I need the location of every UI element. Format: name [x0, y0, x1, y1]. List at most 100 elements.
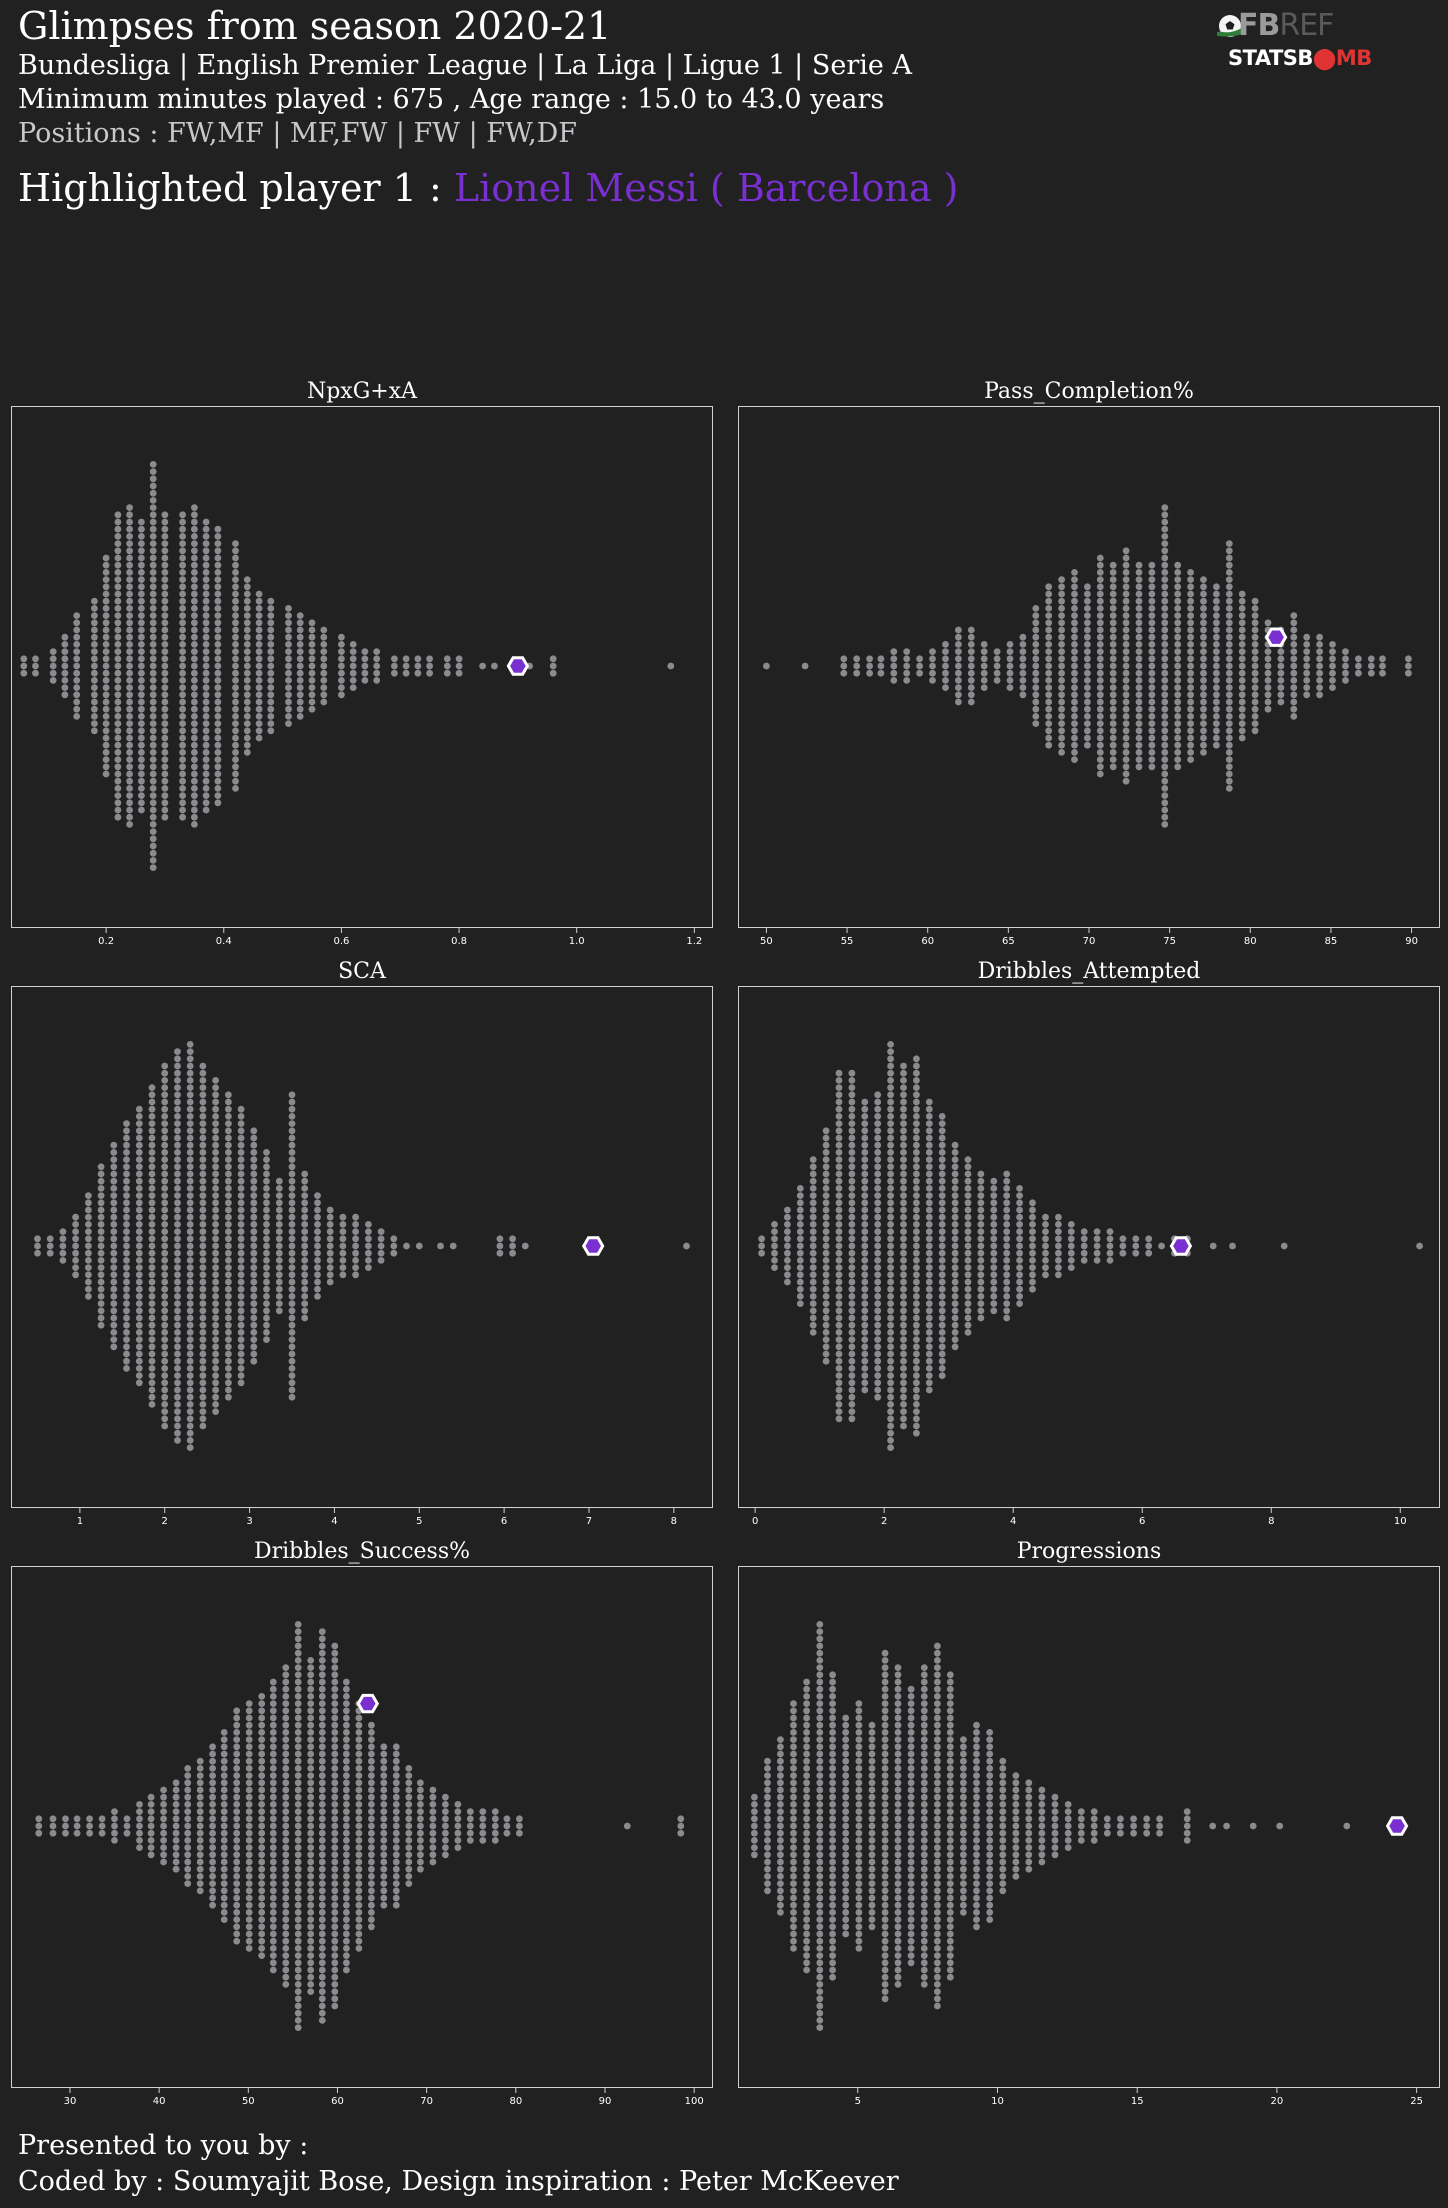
player-dot: [179, 626, 187, 634]
player-dot: [1329, 677, 1336, 684]
player-dot: [964, 1257, 972, 1264]
player-dot: [174, 1293, 181, 1300]
player-dot: [1025, 1837, 1033, 1844]
player-dot: [199, 1408, 207, 1415]
player-dot: [1067, 1228, 1075, 1235]
player-dot: [934, 1995, 941, 2003]
player-dot: [202, 741, 210, 749]
player-dot: [285, 641, 292, 648]
player-dot: [355, 1779, 363, 1787]
player-dot: [148, 1379, 156, 1387]
player-dot: [73, 633, 81, 641]
player-dot: [285, 698, 292, 706]
player-dot: [233, 1729, 241, 1736]
player-dot: [887, 1170, 894, 1178]
player-dot: [233, 1837, 241, 1844]
player-dot: [894, 1952, 902, 1959]
player-dot: [1067, 1264, 1075, 1271]
player-dot: [868, 1822, 876, 1830]
player-dot: [907, 1693, 915, 1700]
player-dot: [803, 1808, 810, 1815]
player-dot: [184, 1837, 192, 1844]
player-dot: [186, 1120, 194, 1127]
player-dot: [318, 1635, 326, 1643]
player-dot: [269, 1736, 277, 1743]
player-dot: [308, 648, 316, 655]
player-dot: [161, 1113, 169, 1120]
player-dot: [138, 619, 145, 627]
player-dot: [114, 533, 122, 540]
player-dot: [243, 633, 251, 641]
player-dot: [138, 727, 145, 735]
player-dot: [1016, 1221, 1023, 1228]
player-dot: [1316, 655, 1323, 663]
player-dot: [245, 1858, 253, 1866]
player-dot: [307, 1772, 315, 1779]
player-dot: [803, 1786, 810, 1794]
player-dot: [417, 1851, 424, 1859]
player-dot: [237, 1228, 245, 1235]
player-dot: [1003, 1314, 1011, 1322]
player-dot: [764, 1822, 771, 1830]
player-dot: [148, 1235, 156, 1243]
x-tick-label: 15: [1131, 2096, 1144, 2107]
player-dot: [380, 1779, 388, 1787]
player-dot: [191, 734, 198, 742]
player-dot: [199, 1257, 207, 1264]
player-dot: [282, 1693, 290, 1700]
player-dot: [1084, 583, 1091, 591]
player-dot: [126, 561, 133, 569]
x-tick-label: 0: [752, 1516, 758, 1527]
player-dot: [392, 1858, 400, 1866]
player-dot: [179, 655, 187, 663]
player-dot: [214, 576, 222, 583]
player-dot: [294, 1837, 302, 1844]
player-dot: [85, 1228, 92, 1235]
player-dot: [232, 547, 239, 555]
player-dot: [990, 1307, 998, 1315]
player-dot: [148, 1257, 156, 1264]
player-dot: [331, 1909, 339, 1916]
player-dot: [288, 1285, 296, 1293]
player-dot: [479, 1808, 487, 1815]
player-dot: [191, 684, 198, 691]
player-dot: [1161, 698, 1169, 706]
player-dot: [1187, 691, 1194, 699]
player-dot: [214, 619, 222, 627]
player-dot: [934, 1815, 941, 1823]
player-dot: [764, 1808, 771, 1815]
player-dot: [894, 1865, 902, 1873]
player-dot: [355, 1865, 363, 1873]
player-dot: [202, 597, 210, 605]
player-dot: [829, 1959, 836, 1967]
player-dot: [1016, 1300, 1023, 1307]
player-dot: [186, 1170, 194, 1178]
player-dot: [191, 813, 198, 821]
player-dot: [803, 1858, 810, 1866]
player-dot: [138, 554, 145, 562]
player-dot: [861, 1293, 869, 1300]
player-dot: [913, 1365, 920, 1372]
player-dot: [179, 533, 187, 540]
player-dot: [1264, 619, 1272, 627]
player-dot: [331, 1786, 339, 1794]
player-dot: [861, 1329, 869, 1336]
player-dot: [894, 1736, 902, 1743]
player-dot: [1122, 612, 1130, 619]
player-dot: [126, 813, 133, 821]
player-dot: [848, 1293, 856, 1300]
player-dot: [907, 1937, 915, 1945]
player-dot: [1145, 1235, 1153, 1243]
player-dot: [1038, 1786, 1046, 1794]
player-dot: [1051, 1829, 1059, 1837]
player-dot: [1213, 597, 1220, 605]
player-dot: [1016, 1293, 1023, 1300]
player-dot: [307, 1981, 315, 1988]
player-dot: [764, 1851, 771, 1859]
player-dot: [138, 641, 145, 648]
player-dot: [285, 662, 292, 670]
player-dot: [288, 1127, 296, 1135]
player-dot: [148, 1206, 156, 1214]
player-dot: [751, 1808, 758, 1815]
player-dot: [296, 612, 304, 619]
